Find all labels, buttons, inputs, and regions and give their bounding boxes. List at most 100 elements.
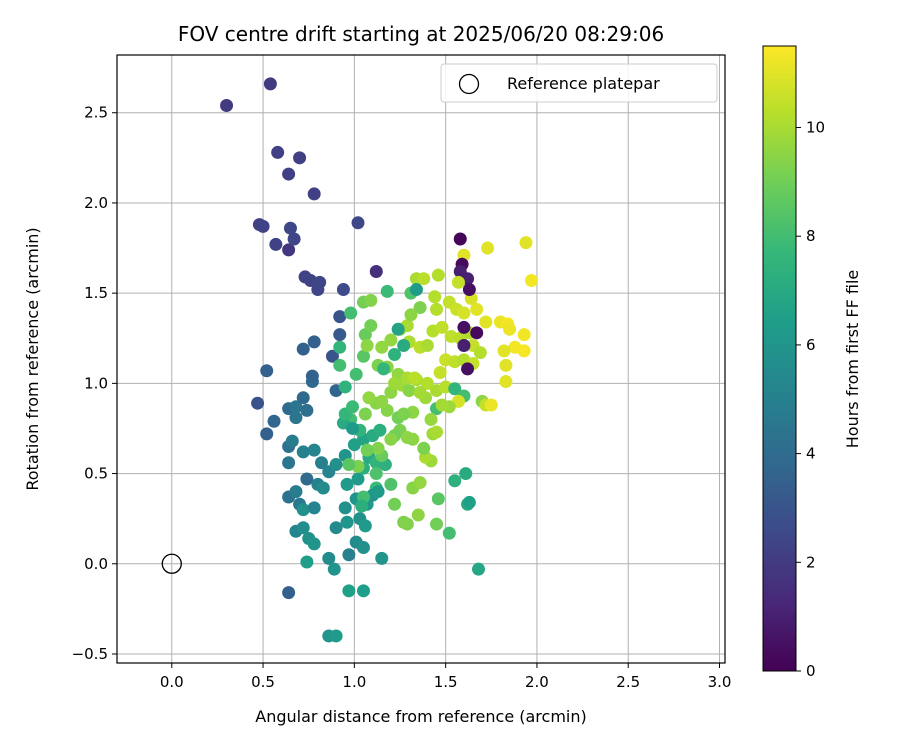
data-point <box>282 167 296 181</box>
data-point <box>424 412 438 426</box>
data-point <box>338 501 352 515</box>
data-point <box>484 398 498 412</box>
data-point <box>356 584 370 598</box>
plot-frame <box>116 54 726 664</box>
data-point <box>400 517 414 531</box>
legend-box <box>440 63 718 103</box>
reference-platepar-marker <box>161 553 182 574</box>
data-point <box>329 629 343 643</box>
data-point <box>413 385 427 399</box>
data-point <box>358 407 372 421</box>
data-point <box>342 458 356 472</box>
data-point <box>300 472 314 486</box>
x-axis-label: Angular distance from reference (arcmin) <box>255 707 586 726</box>
colorbar-gradient <box>762 45 797 672</box>
data-point <box>305 369 319 383</box>
data-point <box>517 344 531 358</box>
data-point <box>420 376 434 390</box>
data-point <box>470 302 484 316</box>
data-point <box>524 274 538 288</box>
data-point <box>322 551 336 565</box>
data-point <box>448 382 462 396</box>
data-point <box>497 344 511 358</box>
data-point <box>380 284 394 298</box>
data-point <box>375 394 389 408</box>
data-point <box>519 236 533 250</box>
data-point <box>307 187 321 201</box>
grid-lines <box>117 55 725 663</box>
data-point <box>260 427 274 441</box>
data-point <box>289 411 303 425</box>
data-point <box>220 99 234 113</box>
data-point <box>397 407 411 421</box>
data-point <box>377 362 391 376</box>
y-tick-label: 0.0 <box>84 555 108 573</box>
data-point <box>333 328 347 342</box>
data-point <box>397 338 411 352</box>
x-tick-label: 1.0 <box>342 673 366 691</box>
data-point <box>360 443 374 457</box>
data-point <box>282 586 296 600</box>
data-point <box>430 517 444 531</box>
data-point <box>267 414 281 428</box>
data-point <box>329 458 343 472</box>
data-point <box>351 472 365 486</box>
data-point <box>358 519 372 533</box>
data-point <box>346 421 360 435</box>
data-point <box>296 342 310 356</box>
colorbar-tick-label: 8 <box>806 227 816 245</box>
data-point <box>453 232 467 246</box>
colorbar-tick-label: 2 <box>806 553 816 571</box>
data-point <box>271 145 285 159</box>
data-point <box>462 495 476 509</box>
data-point <box>364 319 378 333</box>
data-point <box>499 358 513 372</box>
data-point <box>388 347 402 361</box>
colorbar-ticks: 0 2 4 6 8 10 <box>796 119 825 680</box>
data-point <box>461 362 475 376</box>
data-point <box>384 333 398 347</box>
data-point <box>431 492 445 506</box>
legend: Reference platepar <box>440 63 718 103</box>
x-tick-label: 2.0 <box>525 673 549 691</box>
data-point <box>375 551 389 565</box>
data-point <box>472 562 486 576</box>
colorbar-tick-label: 6 <box>806 336 816 354</box>
data-point <box>470 326 484 340</box>
x-tick-label: 0.0 <box>160 673 184 691</box>
data-point <box>428 290 442 304</box>
data-point <box>364 293 378 307</box>
data-point <box>360 338 374 352</box>
data-point <box>296 391 310 405</box>
data-point <box>327 562 341 576</box>
colorbar-label: Hours from first FF file <box>843 270 862 449</box>
legend-entry-reference-platepar: Reference platepar <box>507 74 660 93</box>
data-point <box>391 322 405 336</box>
colorbar-tick-label: 10 <box>806 119 825 137</box>
data-point <box>296 503 310 517</box>
data-point <box>340 515 354 529</box>
data-point <box>285 434 299 448</box>
data-point <box>420 338 434 352</box>
data-point <box>296 445 310 459</box>
y-tick-label: 0.5 <box>84 465 108 483</box>
data-point <box>333 310 347 324</box>
data-point <box>307 501 321 515</box>
colorbar: 0 2 4 6 8 10 Hours from first FF file <box>762 45 862 680</box>
data-point <box>404 308 418 322</box>
x-tick-label: 0.5 <box>251 673 275 691</box>
data-point <box>307 537 321 551</box>
data-point <box>314 456 328 470</box>
y-tick-label: 1.5 <box>84 284 108 302</box>
data-point <box>289 485 303 499</box>
data-point <box>369 467 383 481</box>
data-point <box>355 499 369 513</box>
data-point <box>373 423 387 437</box>
data-point <box>356 541 370 555</box>
y-tick-label: −0.5 <box>72 645 108 663</box>
data-point <box>325 349 339 363</box>
data-point <box>384 432 398 446</box>
data-point <box>356 349 370 363</box>
data-point <box>448 474 462 488</box>
